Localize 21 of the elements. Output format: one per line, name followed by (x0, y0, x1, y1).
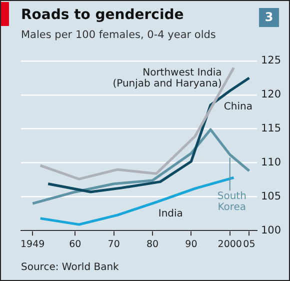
series-label: China (224, 101, 252, 112)
y-tick-label: 125 (260, 54, 282, 67)
y-tick-label: 100 (260, 224, 282, 236)
chart-subtitle: Males per 100 females, 0-4 year olds (21, 29, 216, 41)
series-label: Northwest India (Punjab and Haryana) (112, 67, 222, 90)
y-tick-label: 110 (260, 156, 282, 168)
y-tick-label: 115 (260, 122, 282, 135)
y-tick-label: 120 (260, 88, 282, 101)
x-tick-label: 70 (108, 238, 120, 250)
x-tick-label: 2000 (218, 238, 242, 250)
x-tick-label: 1949 (20, 238, 45, 250)
series-label: India (158, 208, 183, 220)
text: 3 (259, 8, 279, 27)
source-note: Source: World Bank (21, 262, 119, 273)
y-tick-label: 105 (260, 190, 282, 202)
chart-title: Roads to gendercide (21, 7, 184, 23)
x-tick-label: 60 (69, 238, 82, 250)
x-tick-label: 05 (243, 238, 256, 250)
x-tick-label: 90 (185, 238, 198, 250)
x-tick-label: 80 (146, 238, 159, 250)
text: South Korea (217, 191, 246, 214)
